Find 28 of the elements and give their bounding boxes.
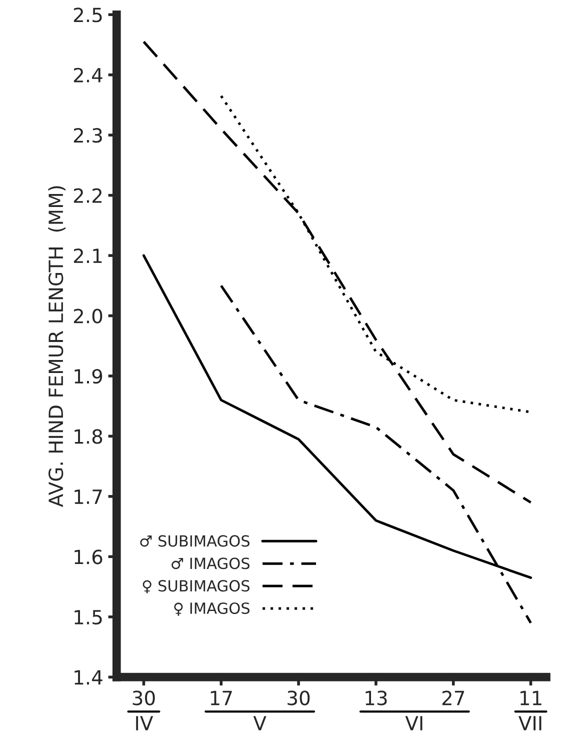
x-tick-label: 30 [132, 690, 155, 706]
x-tick-label: 11 [520, 690, 542, 706]
y-tick-label: 2.2 [74, 188, 102, 203]
y-tick-label: 1.5 [74, 610, 102, 625]
text: VI [405, 716, 422, 730]
x-tick-label: 13 [366, 690, 387, 706]
line-series [142, 40, 532, 504]
y-tick-label: 1.6 [74, 550, 102, 564]
y-tick-label: 1.7 [74, 490, 102, 504]
legend-label: ♂ IMAGOS [172, 558, 250, 570]
y-tick-label: 2.1 [74, 248, 102, 263]
y-tick-label: 1.4 [74, 670, 102, 684]
text: V [253, 716, 266, 730]
y-tick-label: 2.5 [74, 8, 102, 22]
text: IV [136, 716, 154, 730]
y-tick-label: 2.4 [74, 68, 102, 82]
legend-label: ♀ SUBIMAGOS [142, 580, 250, 594]
y-tick-label: 1.9 [74, 368, 102, 384]
y-axis-title: AVG. HIND FEMUR LENGTH (MM) [48, 186, 66, 508]
x-tick-label: 30 [288, 690, 310, 706]
legend-label: ♂ SUBIMAGOS [140, 535, 250, 547]
x-tick-label: 27 [442, 690, 464, 706]
text: VII [518, 716, 542, 730]
legend-label: ♀ IMAGOS [174, 602, 250, 616]
y-tick-label: 2.0 [74, 308, 102, 324]
y-tick-label: 2.3 [74, 128, 102, 143]
y-tick-label: 1.8 [74, 429, 102, 444]
x-tick-label: 17 [210, 690, 232, 706]
